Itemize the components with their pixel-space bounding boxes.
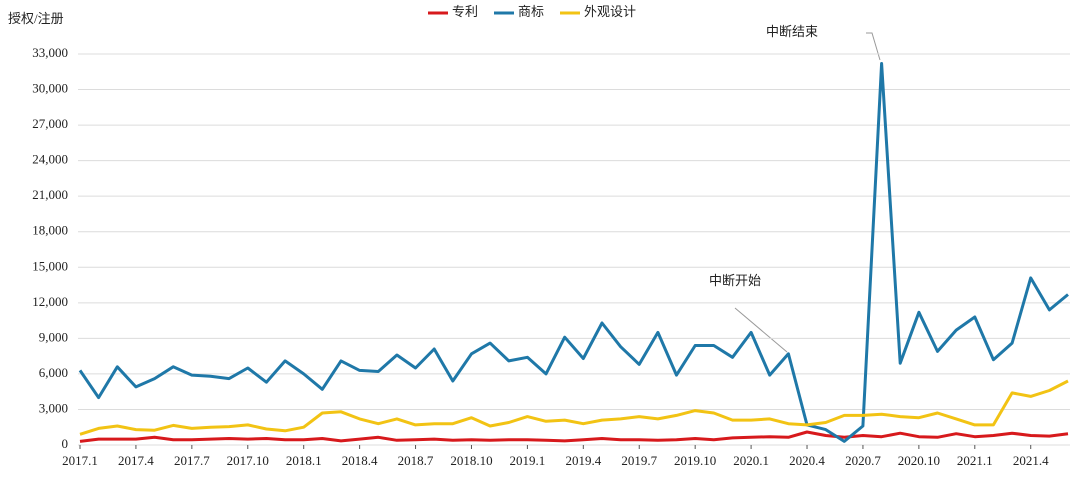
x-tick-label: 2018.4 [342, 453, 378, 468]
x-tick-label: 2019.10 [674, 453, 716, 468]
y-tick-label: 30,000 [32, 81, 68, 96]
x-tick-label: 2021.4 [1013, 453, 1049, 468]
y-tick-label: 6,000 [39, 365, 68, 380]
y-tick-label: 33,000 [32, 45, 68, 60]
y-tick-label: 24,000 [32, 152, 68, 167]
legend-label: 外观设计 [584, 4, 636, 19]
y-tick-label: 15,000 [32, 258, 68, 273]
x-tick-label: 2020.7 [845, 453, 881, 468]
x-tick-label: 2018.1 [286, 453, 322, 468]
y-tick-label: 9,000 [39, 329, 68, 344]
annotation-pointer [734, 307, 788, 353]
series-line [79, 379, 1069, 436]
annotation-pointer [866, 32, 881, 61]
y-tick-label: 27,000 [32, 116, 68, 131]
legend-label: 商标 [518, 4, 544, 19]
x-tick-label: 2020.10 [898, 453, 940, 468]
x-tick-label: 2021.1 [957, 453, 993, 468]
x-tick-label: 2019.1 [510, 453, 546, 468]
series-line [79, 430, 1069, 443]
x-tick-label: 2020.4 [789, 453, 825, 468]
y-tick-label: 0 [62, 436, 69, 451]
series-line [78, 62, 1069, 443]
x-tick-label: 2020.1 [733, 453, 769, 468]
x-tick-label: 2017.10 [227, 453, 269, 468]
y-tick-label: 21,000 [32, 187, 68, 202]
x-tick-label: 2019.7 [621, 453, 657, 468]
x-tick-label: 2018.10 [450, 453, 492, 468]
y-tick-label: 12,000 [32, 294, 68, 309]
x-tick-label: 2019.4 [565, 453, 601, 468]
legend-label: 专利 [452, 4, 478, 19]
y-tick-label: 3,000 [39, 400, 68, 415]
y-tick-label: 18,000 [32, 223, 68, 238]
x-tick-label: 2018.7 [398, 453, 434, 468]
annotation: 中断结束 [766, 24, 818, 39]
x-tick-label: 2017.4 [118, 453, 154, 468]
y-axis-label: 授权/注册 [8, 11, 64, 26]
annotation: 中断开始 [709, 273, 761, 288]
x-tick-label: 2017.1 [62, 453, 98, 468]
x-tick-label: 2017.7 [174, 453, 210, 468]
